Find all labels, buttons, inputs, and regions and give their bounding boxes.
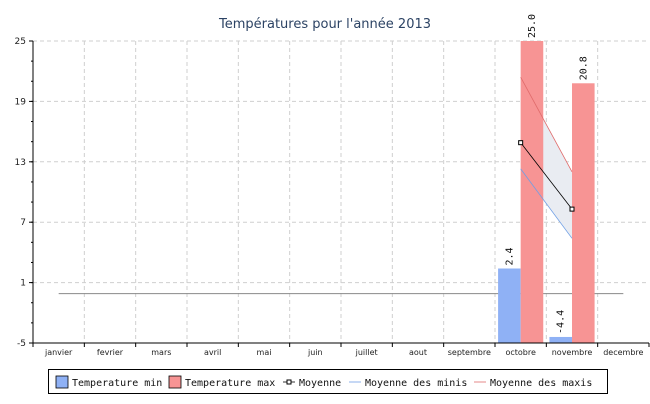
y-tick-label: 7 [20, 218, 26, 228]
x-tick-label: mai [257, 348, 272, 357]
x-tick-label: decembre [603, 348, 643, 357]
moyenne-marker [569, 206, 575, 212]
legend-swatch [168, 375, 182, 389]
y-tick-label: 13 [15, 158, 26, 168]
bar-temperature-max [520, 41, 544, 343]
legend-label: Temperature min [72, 378, 162, 389]
line-layer [518, 77, 575, 239]
legend-label: Moyenne des minis [365, 378, 467, 389]
bar-temperature-min [498, 268, 521, 343]
line-moyenne-des-minis [520, 168, 573, 239]
chart-title: Températures pour l'année 2013 [218, 17, 431, 32]
line-moyenne-des-maxis [520, 77, 573, 173]
legend-box [48, 369, 608, 394]
x-tick-label: janvier [44, 348, 73, 357]
x-tick-label: septembre [448, 348, 491, 357]
bar-value-label: -4.4 [556, 310, 567, 334]
x-tick-label: avril [204, 348, 221, 357]
y-tick-label: 25 [15, 37, 26, 47]
legend-label: Temperature max [185, 378, 275, 389]
grid-layer [33, 40, 649, 344]
x-tick-label: mars [151, 348, 171, 357]
bar-temperature-min [549, 336, 572, 343]
y-tick-label: 19 [15, 97, 27, 107]
legend-marker [286, 379, 292, 385]
bar-layer [498, 41, 595, 343]
bar-temperature-max [572, 83, 595, 343]
x-tick-label: novembre [552, 348, 593, 357]
x-tick-label: aout [409, 348, 427, 357]
legend-label: Moyenne des maxis [490, 378, 592, 389]
x-tick-label: juillet [355, 348, 378, 357]
line-moyenne [520, 142, 573, 210]
bar-value-label: 25.0 [527, 14, 538, 38]
value-label-layer: 2.4 -4.4 25.0 20.8 [504, 14, 589, 334]
bar-value-label: 2.4 [504, 247, 515, 265]
legend-swatch [55, 375, 69, 389]
legend-label: Moyenne [299, 378, 341, 389]
x-tick-label: fevrier [97, 348, 124, 357]
y-tick-label: 1 [20, 279, 26, 289]
y-tick-label: -5 [17, 339, 26, 349]
bar-value-label: 20.8 [578, 56, 589, 80]
x-tick-label: juin [307, 348, 323, 357]
legend: Temperature min Temperature max Moyenne Moy… [48, 369, 608, 394]
axis-layer: -5 1 7 13 19 25 janvier fevrier mars avril mai juin… [15, 37, 650, 357]
x-tick-label: octobre [505, 348, 536, 357]
moyenne-marker [518, 140, 524, 146]
